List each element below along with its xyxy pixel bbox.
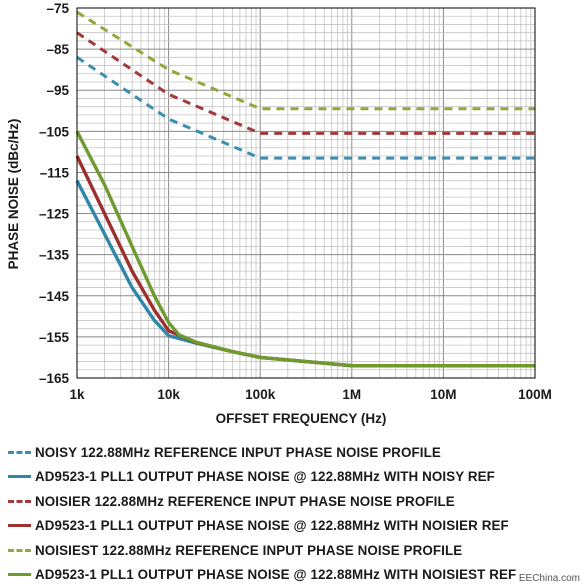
- x-tick-label: 100k: [245, 387, 276, 402]
- y-tick-label: –85: [46, 42, 69, 57]
- legend-item: NOISY 122.88MHz REFERENCE INPUT PHASE NO…: [8, 440, 584, 465]
- series-line-3: [76, 31, 535, 135]
- y-tick-label: –75: [46, 1, 69, 16]
- legend-item: AD9523-1 PLL1 OUTPUT PHASE NOISE @ 122.8…: [8, 465, 584, 490]
- series-line-4: [75, 155, 535, 368]
- legend-label: NOISIER 122.88MHz REFERENCE INPUT PHASE …: [35, 493, 455, 509]
- legend-label: NOISY 122.88MHz REFERENCE INPUT PHASE NO…: [35, 444, 441, 460]
- legend-swatch: [8, 475, 31, 479]
- x-tick-label: 100M: [518, 387, 552, 402]
- series-group: [75, 10, 535, 368]
- legend-label: AD9523-1 PLL1 OUTPUT PHASE NOISE @ 122.8…: [35, 518, 509, 534]
- x-tick-label: 1k: [69, 387, 85, 402]
- legend-swatch: [8, 548, 31, 552]
- legend: NOISY 122.88MHz REFERENCE INPUT PHASE NO…: [8, 440, 584, 587]
- series-line-1: [76, 56, 535, 160]
- legend-swatch: [8, 499, 31, 503]
- legend-item: AD9523-1 PLL1 OUTPUT PHASE NOISE @ 122.8…: [8, 514, 584, 539]
- y-tick-label: –145: [39, 289, 70, 304]
- plot-frame: [76, 7, 536, 379]
- grid: [76, 7, 535, 379]
- legend-item: NOISIER 122.88MHz REFERENCE INPUT PHASE …: [8, 489, 584, 514]
- legend-label: NOISIEST 122.88MHz REFERENCE INPUT PHASE…: [35, 542, 463, 558]
- series-line-5: [76, 10, 535, 111]
- y-tick-label: –165: [39, 371, 70, 386]
- series-line-6: [75, 130, 535, 368]
- y-tick-label: –95: [46, 83, 69, 98]
- watermark: EEChina.com: [518, 573, 580, 584]
- legend-swatch: [8, 524, 31, 528]
- y-tick-label: –105: [39, 124, 70, 139]
- legend-swatch: [8, 450, 31, 454]
- y-axis-label: PHASE NOISE (dBc/Hz): [6, 119, 21, 270]
- x-tick-label: 10k: [157, 387, 180, 402]
- x-axis-label: OFFSET FREQUENCY (Hz): [216, 411, 387, 426]
- legend-label: AD9523-1 PLL1 OUTPUT PHASE NOISE @ 122.8…: [35, 469, 495, 485]
- y-tick-label: –115: [40, 165, 70, 180]
- y-tick-label: –135: [39, 248, 70, 263]
- y-tick-label: –155: [39, 330, 70, 345]
- x-tick-label: 10M: [430, 387, 456, 402]
- x-tick-label: 1M: [342, 387, 361, 402]
- legend-label: AD9523-1 PLL1 OUTPUT PHASE NOISE @ 122.8…: [35, 567, 517, 583]
- legend-swatch: [8, 573, 31, 577]
- legend-item: AD9523-1 PLL1 OUTPUT PHASE NOISE @ 122.8…: [8, 563, 584, 587]
- legend-item: NOISIEST 122.88MHz REFERENCE INPUT PHASE…: [8, 538, 584, 563]
- y-tick-label: –125: [39, 207, 70, 222]
